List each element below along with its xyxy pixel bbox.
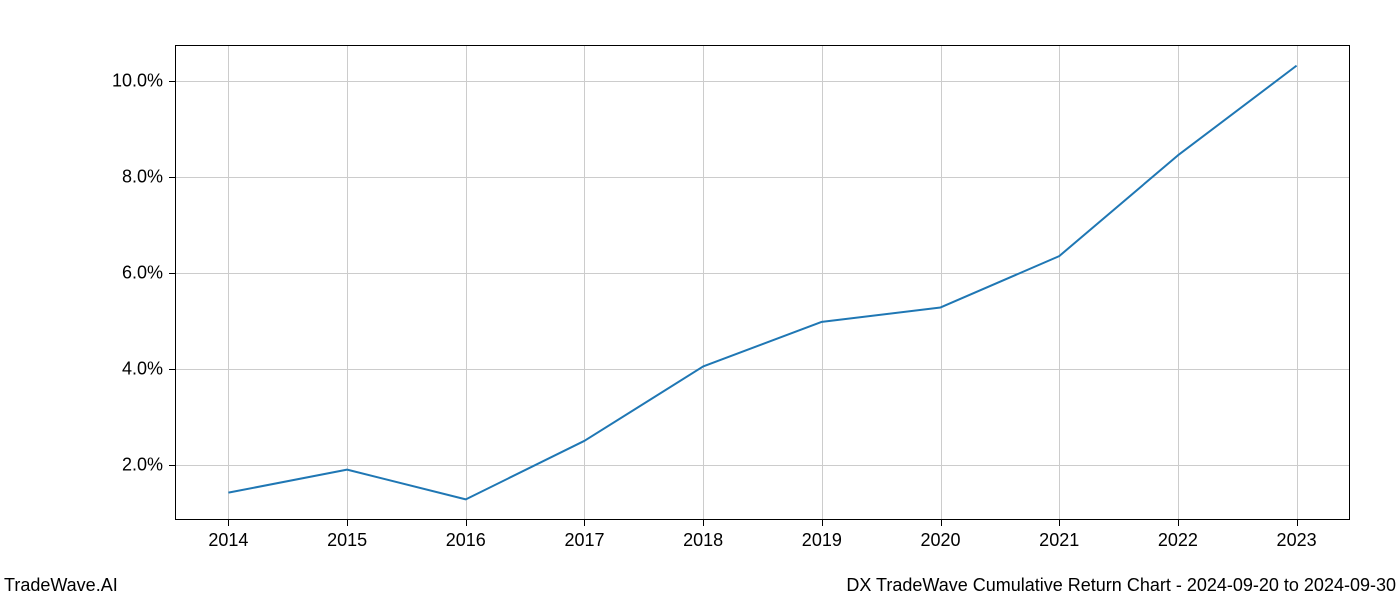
footer-left-watermark: TradeWave.AI [4,575,118,596]
plot-area [175,45,1350,520]
x-tick [347,520,348,526]
y-tick-label: 2.0% [122,454,163,475]
x-tick [1297,520,1298,526]
x-tick [822,520,823,526]
x-tick [941,520,942,526]
y-tick-label: 8.0% [122,166,163,187]
x-tick-label: 2014 [208,530,248,551]
y-tick-label: 10.0% [112,70,163,91]
line-chart: TradeWave.AI DX TradeWave Cumulative Ret… [0,0,1400,600]
x-tick-label: 2021 [1039,530,1079,551]
x-tick-label: 2019 [802,530,842,551]
x-tick-label: 2023 [1277,530,1317,551]
footer-right-caption: DX TradeWave Cumulative Return Chart - 2… [846,575,1396,596]
x-tick-label: 2015 [327,530,367,551]
y-tick-label: 4.0% [122,358,163,379]
y-tick-label: 6.0% [122,262,163,283]
x-tick-label: 2017 [564,530,604,551]
y-tick [169,177,175,178]
line-svg [175,45,1350,520]
x-tick-label: 2018 [683,530,723,551]
x-tick-label: 2020 [920,530,960,551]
series-line [228,66,1296,500]
x-tick [1178,520,1179,526]
x-tick [1059,520,1060,526]
y-tick [169,273,175,274]
y-tick [169,369,175,370]
x-tick [466,520,467,526]
y-tick [169,465,175,466]
x-tick-label: 2016 [446,530,486,551]
x-tick [228,520,229,526]
x-tick-label: 2022 [1158,530,1198,551]
x-tick [703,520,704,526]
y-tick [169,81,175,82]
x-tick [584,520,585,526]
